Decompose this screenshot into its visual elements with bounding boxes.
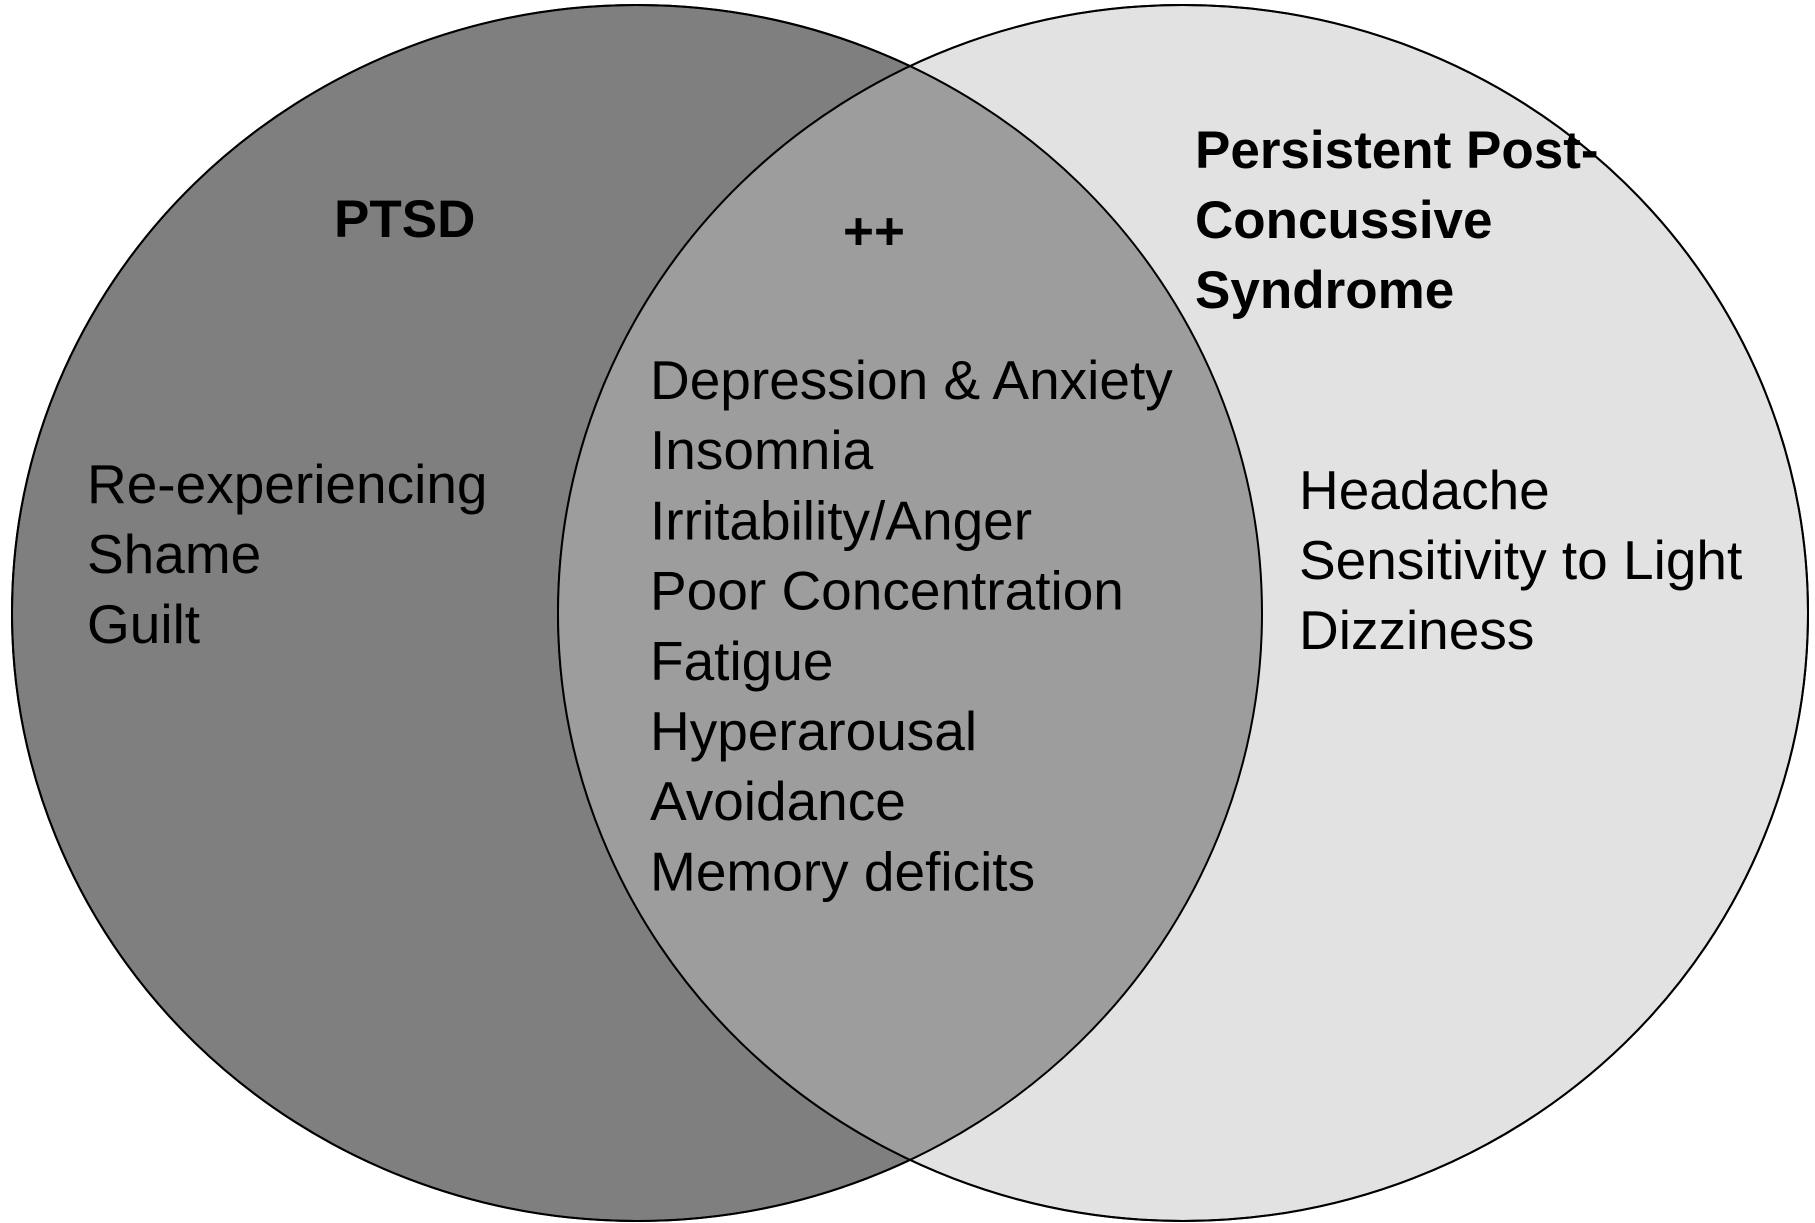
intersection-item: Insomnia xyxy=(650,419,874,481)
intersection-item: Fatigue xyxy=(650,630,833,692)
labels: PTSD Re-experiencing Shame Guilt Persistent … xyxy=(87,121,1742,902)
set-item: Sensitivity to Light xyxy=(1299,529,1742,591)
intersection-item: Irritability/Anger xyxy=(650,489,1032,551)
intersection-item: Hyperarousal xyxy=(650,700,977,762)
set-item: Re-experiencing xyxy=(87,453,488,515)
overlap-region xyxy=(558,5,1262,1221)
set-item: Shame xyxy=(87,523,261,585)
ppcs-outline xyxy=(557,4,1809,1222)
ptsd-outline xyxy=(11,4,1263,1222)
intersection-item: Depression & Anxiety xyxy=(650,349,1173,411)
set-title: Persistent Post- xyxy=(1195,121,1599,180)
intersection-item: Poor Concentration xyxy=(650,560,1124,622)
set-title: Concussive xyxy=(1195,191,1493,250)
set-item: Guilt xyxy=(87,593,200,655)
intersection-item: Memory deficits xyxy=(650,840,1035,902)
set-title: Syndrome xyxy=(1195,261,1454,320)
intersection-title: ++ xyxy=(843,202,905,261)
set-item: Headache xyxy=(1299,459,1550,521)
set-item: Dizziness xyxy=(1299,599,1534,661)
set-title: PTSD xyxy=(334,190,475,249)
intersection-item: Avoidance xyxy=(650,770,906,832)
